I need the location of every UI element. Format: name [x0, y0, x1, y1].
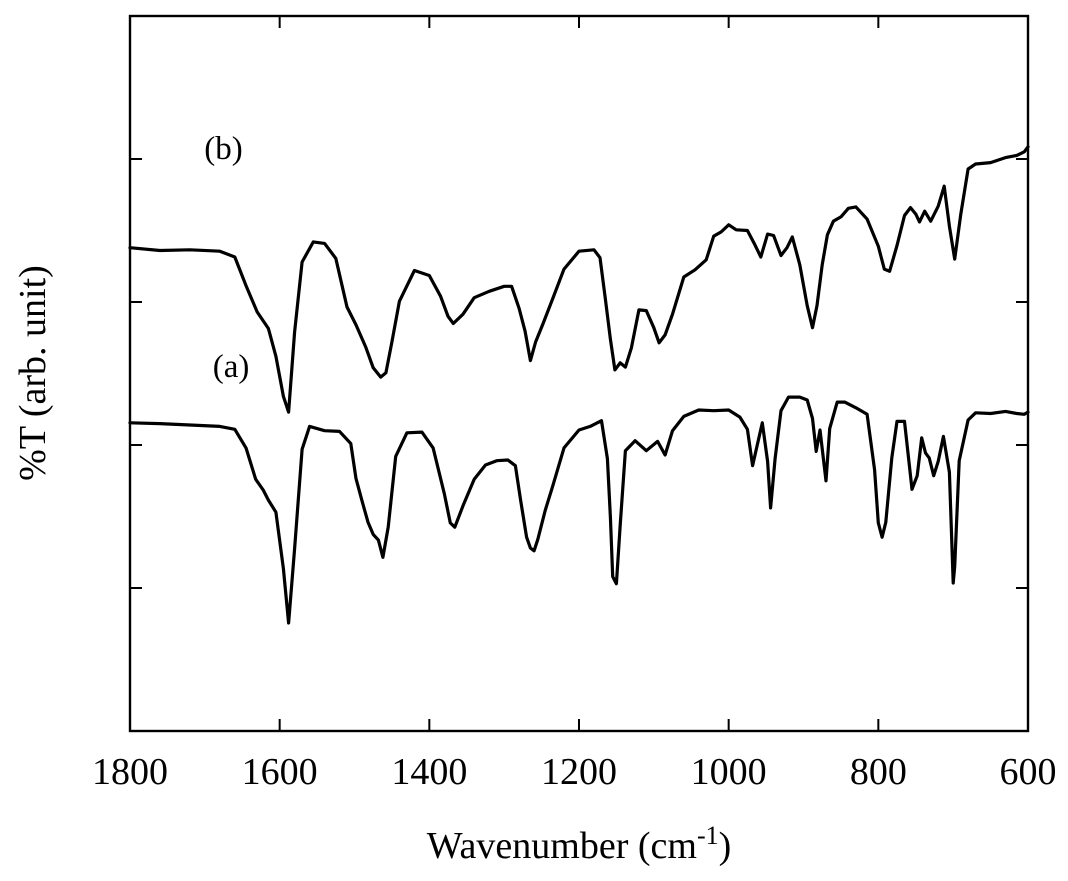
x-tick-label: 1800	[92, 751, 168, 793]
x-tick-label: 600	[1000, 751, 1057, 793]
x-tick-label: 1200	[541, 751, 617, 793]
x-tick-label: 1600	[242, 751, 318, 793]
y-axis-title: %T (arb. unit)	[12, 265, 54, 481]
x-tick-label: 1400	[391, 751, 467, 793]
series-label-b: (b)	[204, 131, 242, 167]
x-tick-label: 1000	[691, 751, 767, 793]
annotation-layer: (b) (a)	[204, 131, 249, 385]
series-layer	[128, 145, 1030, 625]
series-label-a: (a)	[213, 349, 250, 385]
x-tick-label: 800	[850, 751, 907, 793]
x-axis-ticks: 1800 1600 1400 1200 1000 800 600	[92, 16, 1057, 793]
series-line-b	[128, 145, 1030, 414]
y-axis-ticks	[130, 158, 1028, 589]
series-line-a	[128, 395, 1030, 625]
x-axis-title: Wavenumber (cm-1)	[427, 821, 732, 867]
plot-frame	[128, 14, 1030, 733]
